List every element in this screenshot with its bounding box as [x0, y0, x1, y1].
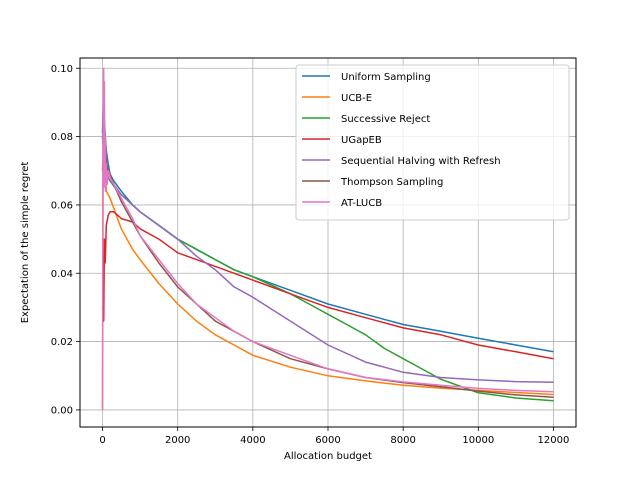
x-tick-label: 12000 — [538, 435, 570, 446]
y-tick-label: 0.04 — [51, 269, 73, 280]
y-tick-label: 0.08 — [51, 132, 73, 143]
x-axis-label: Allocation budget — [284, 451, 372, 462]
legend: Uniform Sampling UCB-E Successive Reject UG… — [295, 64, 570, 221]
legend-label-3: UGapEB — [341, 135, 382, 146]
legend-label-0: Uniform Sampling — [341, 72, 431, 83]
y-axis-label: Expectation of the simple regret — [20, 162, 31, 324]
legend-label-5: Thompson Sampling — [340, 177, 443, 188]
y-tick-label: 0.06 — [51, 200, 73, 211]
axis-ticks: 0 2000 4000 6000 8000 10000 12000 0.00 0.02 0.04 0… — [51, 64, 570, 446]
series-line-6 — [101, 67, 554, 410]
series-line-3 — [101, 211, 554, 360]
x-tick-label: 10000 — [462, 435, 494, 446]
y-tick-label: 0.10 — [51, 64, 73, 75]
series-line-4 — [101, 118, 554, 383]
legend-label-1: UCB-E — [341, 93, 372, 104]
plot-lines — [101, 67, 554, 410]
legend-label-6: AT-LUCB — [341, 198, 382, 209]
legend-box — [295, 64, 570, 221]
x-tick-label: 8000 — [390, 435, 415, 446]
x-tick-label: 0 — [99, 435, 105, 446]
x-tick-label: 6000 — [315, 435, 340, 446]
legend-label-4: Sequential Halving with Refresh — [341, 156, 501, 167]
x-tick-label: 2000 — [165, 435, 190, 446]
legend-label-2: Successive Reject — [341, 114, 430, 125]
y-tick-label: 0.02 — [51, 337, 73, 348]
y-tick-label: 0.00 — [51, 405, 73, 416]
x-tick-label: 4000 — [240, 435, 265, 446]
